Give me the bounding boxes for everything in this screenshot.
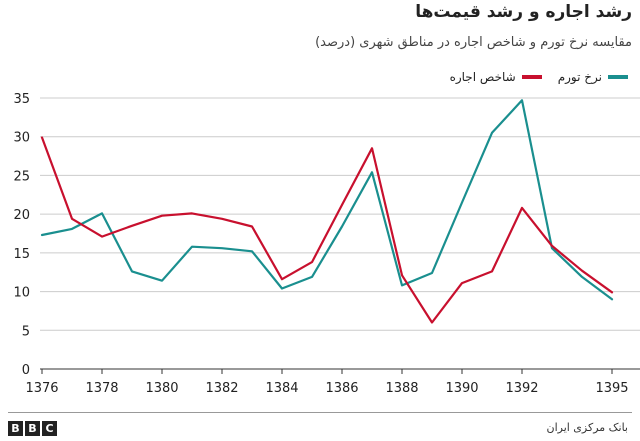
series-line-rent: [40, 136, 614, 324]
legend-swatch-rent: [521, 75, 542, 79]
x-tick-label: 1388: [385, 381, 418, 396]
series-line-inflation: [40, 99, 614, 301]
bbc-logo-letter: B: [8, 421, 23, 436]
x-tick-label: 1376: [25, 381, 58, 396]
bbc-logo: B B C: [8, 421, 57, 436]
legend-swatch-inflation: [608, 75, 628, 79]
x-tick-label: 1384: [265, 381, 298, 396]
x-tick-label: 1382: [205, 381, 238, 396]
legend-item-rent: شاخص اجاره: [450, 70, 542, 84]
legend-label-inflation: نرخ تورم: [557, 70, 602, 84]
chart-subtitle: مقایسه نرخ تورم و شاخص اجاره در مناطق شه…: [315, 35, 632, 50]
y-tick-label: 10: [13, 286, 30, 301]
footer-divider: [8, 412, 632, 413]
y-tick-label: 15: [13, 247, 30, 262]
legend-label-rent: شاخص اجاره: [449, 70, 516, 84]
bbc-logo-letter: B: [25, 421, 40, 436]
source-note: بانک مرکزی ایران: [546, 421, 628, 434]
y-tick-label: 20: [13, 208, 30, 223]
x-tick-label: 1395: [595, 381, 628, 396]
x-tick-label: 1386: [325, 381, 358, 396]
legend-item-inflation: نرخ تورم: [558, 70, 628, 84]
y-tick-label: 35: [13, 92, 30, 107]
chart-title: رشد اجاره و رشد قیمت‌ها: [415, 2, 632, 22]
x-tick-label: 1378: [85, 381, 118, 396]
y-tick-label: 0: [22, 363, 30, 378]
x-tick-label: 1380: [145, 381, 178, 396]
y-tick-label: 5: [22, 324, 30, 339]
y-tick-label: 25: [13, 169, 30, 184]
x-tick-label: 1392: [505, 381, 538, 396]
chart-legend: نرخ تورم شاخص اجاره: [450, 70, 628, 84]
y-tick-label: 30: [13, 131, 30, 146]
x-tick-label: 1390: [445, 381, 478, 396]
bbc-logo-letter: C: [42, 421, 57, 436]
